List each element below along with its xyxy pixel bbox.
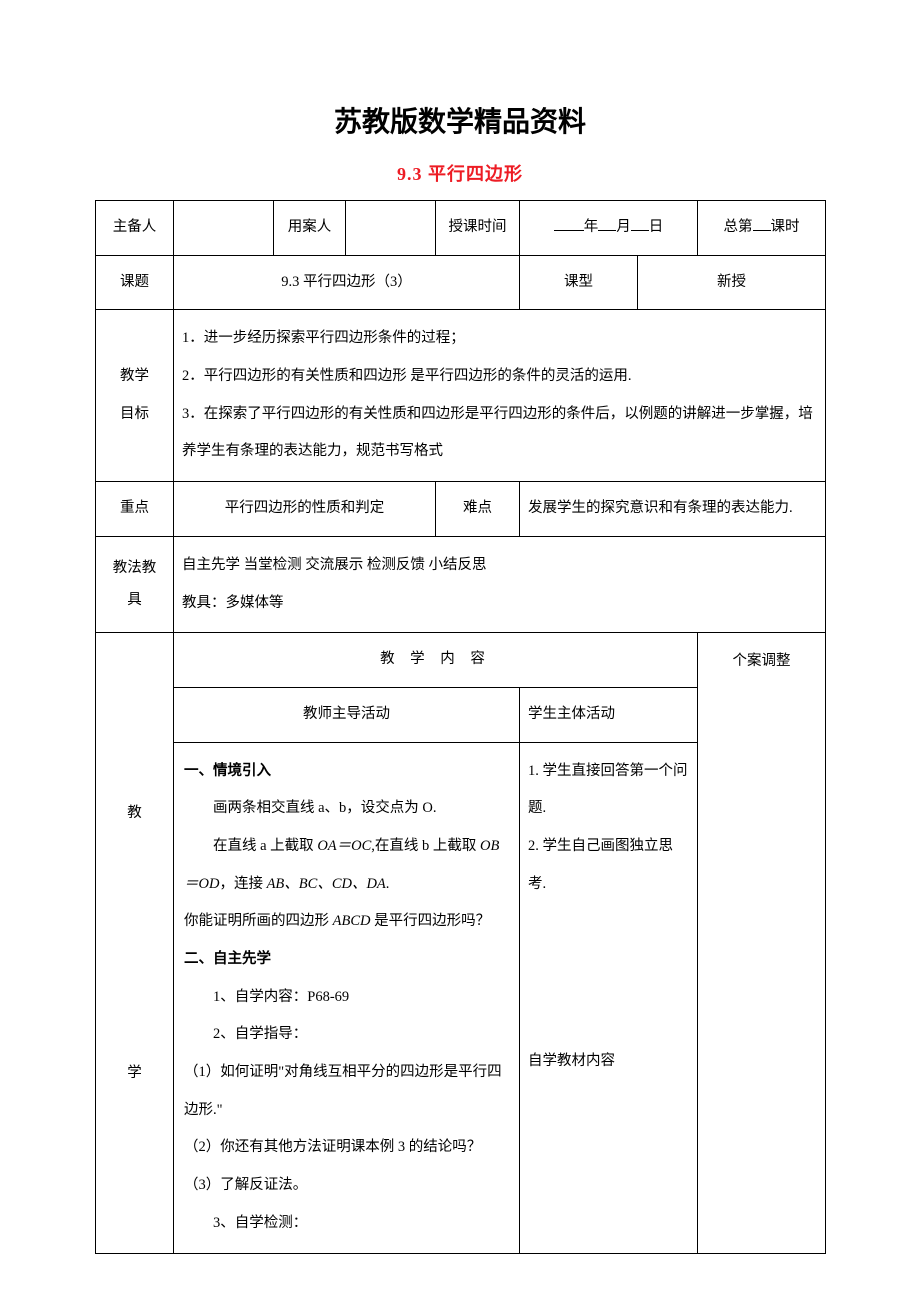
selfstudy-item-2: 2、自学指导：: [184, 1016, 509, 1054]
ctx2-end: .: [386, 876, 390, 892]
keypoint-value: 平行四边形的性质和判定: [174, 482, 436, 537]
teacher-activity-label: 教师主导活动: [174, 687, 520, 742]
day-blank: [631, 230, 649, 231]
user-label: 用案人: [274, 201, 346, 256]
period-prefix: 总第: [724, 219, 753, 235]
month-blank: [598, 230, 616, 231]
table-row: 教 学 教 学 内 容 个案调整: [96, 633, 826, 688]
content-main-label-text: 教 学 内 容: [380, 651, 491, 667]
methods-content: 自主先学 当堂检测 交流展示 检测反馈 小结反思 教具：多媒体等: [174, 536, 826, 632]
period-suffix: 课时: [771, 219, 800, 235]
section-title: 9.3 平行四边形: [95, 160, 825, 186]
table-row: 重点 平行四边形的性质和判定 难点 发展学生的探究意识和有条理的表达能力.: [96, 482, 826, 537]
content-main-label: 教 学 内 容: [174, 633, 698, 688]
month-label: 月: [616, 219, 631, 235]
student-activity-content: 1. 学生直接回答第一个问题. 2. 学生自己画图独立思考. 自学教材内容: [520, 742, 698, 1253]
lesson-plan-table: 主备人 用案人 授课时间 年 月 日 总第 课时 课题 9.3 平行四边形（3） 课型…: [95, 200, 826, 1254]
ctx2-suf: ，连接: [219, 876, 266, 892]
methods-label-l2: 具: [127, 592, 142, 608]
process-label-l1: 教: [127, 784, 142, 842]
selfstudy-item-1: 1、自学内容：P68-69: [184, 979, 509, 1017]
selfstudy-sub-2: （2）你还有其他方法证明课本例 3 的结论吗？: [184, 1129, 509, 1167]
goals-content: 1．进一步经历探索平行四边形条件的过程； 2．平行四边形的有关性质和四边形 是平…: [174, 310, 826, 482]
student-line-1: 1. 学生直接回答第一个问题.: [528, 753, 689, 828]
selfstudy-sub-3: （3）了解反证法。: [184, 1167, 509, 1205]
keypoint-label: 重点: [96, 482, 174, 537]
table-row: 主备人 用案人 授课时间 年 月 日 总第 课时: [96, 201, 826, 256]
ctx3-suf: 是平行四边形吗？: [370, 913, 490, 929]
prepared-by-label: 主备人: [96, 201, 174, 256]
document-title: 苏教版数学精品资料: [95, 100, 825, 140]
student-line-2: 2. 学生自己画图独立思考.: [528, 828, 689, 903]
prepared-by-value: [174, 201, 274, 256]
goal-line-3: 3．在探索了平行四边形的有关性质和四边形是平行四边形的条件后，以例题的讲解进一步…: [182, 396, 817, 471]
topic-label: 课题: [96, 255, 174, 310]
process-label-l2: 学: [127, 1044, 142, 1102]
goals-label-l2: 目标: [120, 406, 149, 422]
selfstudy-heading: 二、自主先学: [184, 941, 509, 979]
period-blank: [753, 230, 771, 231]
difficulty-label: 难点: [436, 482, 520, 537]
ctx3-pre: 你能证明所画的四边形: [184, 913, 333, 929]
context-heading: 一、情境引入: [184, 753, 509, 791]
teach-time-label: 授课时间: [436, 201, 520, 256]
ctx2-eq1: OA＝OC: [317, 838, 371, 854]
student-activity-label: 学生主体活动: [520, 687, 698, 742]
day-label: 日: [649, 219, 664, 235]
ctx2-mid: ,在直线 b 上截取: [371, 838, 480, 854]
teacher-activity-content: 一、情境引入 画两条相交直线 a、b，设交点为 O. 在直线 a 上截取 OA＝…: [174, 742, 520, 1253]
goals-label-l1: 教学: [120, 368, 149, 384]
teach-time-value: 年月日: [520, 201, 698, 256]
year-label: 年: [584, 219, 599, 235]
class-type-label: 课型: [520, 255, 638, 310]
ctx2-pre: 在直线 a 上截取: [213, 838, 317, 854]
context-text-1: 画两条相交直线 a、b，设交点为 O.: [213, 800, 437, 816]
context-line-1: 画两条相交直线 a、b，设交点为 O.: [184, 790, 509, 828]
ctx3-name: ABCD: [333, 913, 371, 929]
goal-line-2: 2．平行四边形的有关性质和四边形 是平行四边形的条件的灵活的运用.: [182, 358, 817, 396]
table-row: 课题 9.3 平行四边形（3） 课型 新授: [96, 255, 826, 310]
difficulty-value: 发展学生的探究意识和有条理的表达能力.: [520, 482, 826, 537]
methods-line-2: 教具：多媒体等: [182, 585, 817, 623]
adjust-label: 个案调整: [698, 633, 826, 1253]
page: 苏教版数学精品资料 9.3 平行四边形 主备人 用案人 授课时间 年 月 日: [0, 0, 920, 1314]
table-row: 教法教 具 自主先学 当堂检测 交流展示 检测反馈 小结反思 教具：多媒体等: [96, 536, 826, 632]
user-value: [346, 201, 436, 256]
ctx2-seg: AB、BC、CD、DA: [267, 876, 386, 892]
goals-label: 教学 目标: [96, 310, 174, 482]
methods-line-1: 自主先学 当堂检测 交流展示 检测反馈 小结反思: [182, 547, 817, 585]
spacer: [528, 903, 689, 1043]
student-line-3: 自学教材内容: [528, 1043, 689, 1081]
class-type-value: 新授: [638, 255, 826, 310]
period-label: 总第 课时: [698, 201, 826, 256]
process-label: 教 学: [96, 633, 174, 1253]
context-line-2: 在直线 a 上截取 OA＝OC,在直线 b 上截取 OB＝OD，连接 AB、BC…: [184, 828, 509, 903]
goal-line-1: 1．进一步经历探索平行四边形条件的过程；: [182, 320, 817, 358]
table-row: 教学 目标 1．进一步经历探索平行四边形条件的过程； 2．平行四边形的有关性质和…: [96, 310, 826, 482]
methods-label-l1: 教法教: [113, 560, 157, 576]
methods-label: 教法教 具: [96, 536, 174, 632]
year-blank: [554, 230, 584, 231]
context-line-3: 你能证明所画的四边形 ABCD 是平行四边形吗？: [184, 903, 509, 941]
selfstudy-sub-1: （1）如何证明"对角线互相平分的四边形是平行四边形.": [184, 1054, 509, 1129]
selfstudy-item-3: 3、自学检测：: [184, 1205, 509, 1243]
topic-value: 9.3 平行四边形（3）: [174, 255, 520, 310]
